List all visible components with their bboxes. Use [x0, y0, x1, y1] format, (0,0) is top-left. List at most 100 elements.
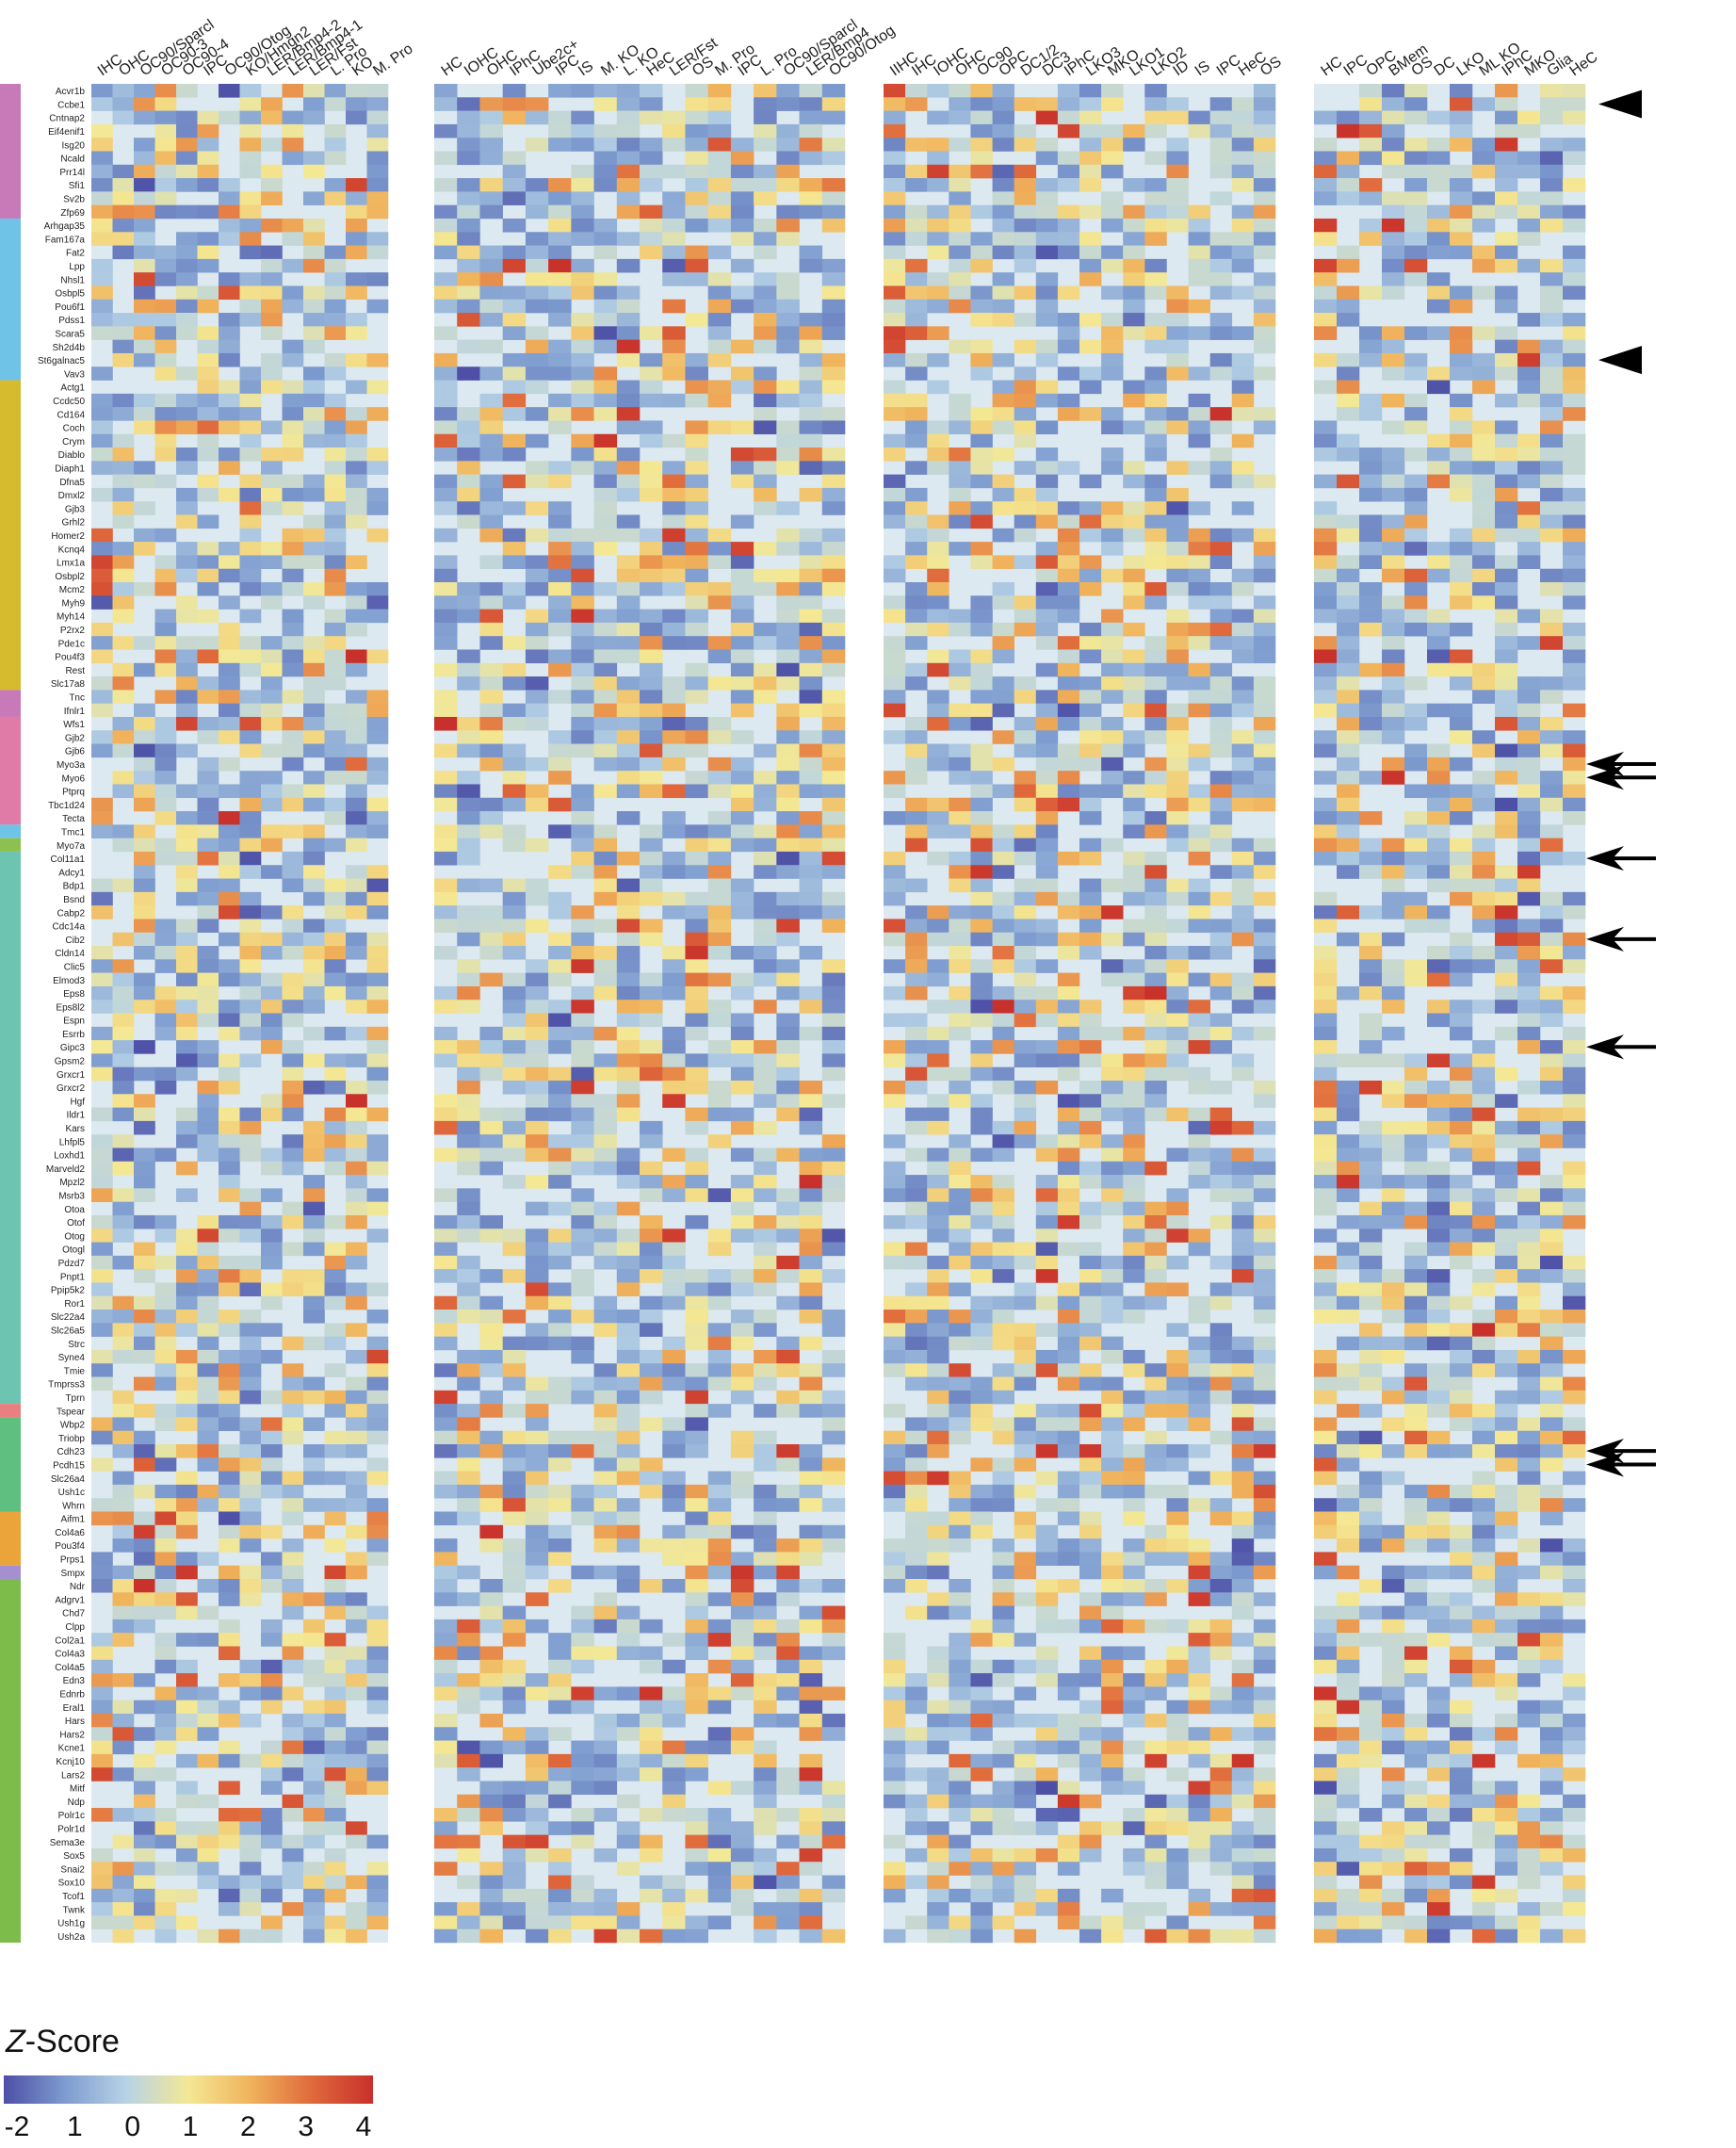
heatmap-cell: [1057, 407, 1080, 421]
heatmap-cell: [366, 1147, 389, 1163]
heatmap-cell: [502, 366, 527, 381]
heatmap-cell: [91, 690, 113, 704]
heatmap-cell: [571, 285, 594, 301]
heatmap-cell: [949, 97, 971, 111]
heatmap-cell: [640, 555, 663, 569]
heatmap-cell: [502, 1834, 527, 1849]
heatmap-cell: [970, 838, 993, 853]
heatmap-cell: [1231, 138, 1255, 152]
heatmap-cell: [261, 1659, 283, 1674]
heatmap-cell: [134, 1794, 155, 1809]
heatmap-cell: [176, 676, 198, 691]
heatmap-cell: [282, 84, 304, 98]
heatmap-cell: [776, 1026, 800, 1041]
heatmap-cell: [1057, 97, 1080, 111]
heatmap-cell: [303, 1282, 325, 1297]
heatmap-cell: [970, 151, 993, 166]
heatmap-cell: [91, 972, 113, 987]
heatmap-cell: [970, 366, 993, 381]
heatmap-cell: [261, 366, 283, 381]
heatmap-cell: [799, 649, 823, 664]
heatmap-cell: [799, 1862, 823, 1876]
heatmap-cell: [949, 1323, 971, 1337]
heatmap-cell: [548, 757, 572, 772]
heatmap-cell: [303, 595, 325, 610]
heatmap-cell: [1123, 1310, 1145, 1324]
heatmap-cell: [754, 1552, 777, 1566]
heatmap-cell: [707, 581, 732, 596]
heatmap-cell: [640, 1175, 663, 1189]
heatmap-cell: [593, 1444, 618, 1458]
heatmap-cell: [616, 151, 641, 166]
heatmap-cell: [525, 326, 549, 340]
heatmap-cell: [324, 1633, 347, 1647]
heatmap-cell: [927, 1000, 949, 1014]
heatmap-cell: [571, 164, 594, 179]
heatmap-cell: [1253, 313, 1276, 327]
heatmap-cell: [776, 636, 800, 650]
heatmap-cell: [154, 433, 177, 448]
heatmap-cell: [662, 1484, 686, 1499]
heatmap-cell: [685, 1120, 708, 1135]
heatmap-cell: [970, 1040, 993, 1054]
heatmap-cell: [799, 1188, 823, 1202]
heatmap-cell: [593, 1161, 618, 1176]
heatmap-cell: [434, 824, 458, 838]
heatmap-cell: [282, 1659, 304, 1674]
heatmap-cell: [366, 84, 389, 98]
heatmap-cell: [949, 191, 971, 205]
heatmap-cell: [366, 1404, 389, 1418]
heatmap-cell: [662, 487, 686, 502]
heatmap-cell: [366, 1134, 389, 1148]
heatmap-cell: [1057, 110, 1080, 125]
heatmap-cell: [112, 1000, 135, 1014]
heatmap-cell: [685, 1808, 708, 1822]
heatmap-cell: [303, 514, 325, 529]
heatmap-cell: [434, 1633, 458, 1647]
heatmap-cell: [91, 1457, 113, 1472]
heatmap-cell: [949, 178, 971, 192]
heatmap-cell: [197, 581, 219, 596]
heatmap-cell: [1144, 972, 1167, 987]
heatmap-cell: [134, 474, 155, 489]
heatmap-cell: [479, 1390, 503, 1405]
heatmap-cell: [1166, 1484, 1189, 1499]
heatmap-cell: [1079, 1336, 1102, 1351]
heatmap-cell: [282, 784, 304, 799]
heatmap-cell: [176, 1847, 198, 1863]
heatmap-cell: [640, 1727, 663, 1741]
heatmap-cell: [1231, 1255, 1255, 1270]
heatmap-cell: [685, 1053, 708, 1067]
heatmap-cell: [1101, 1578, 1124, 1593]
heatmap-cell: [1166, 676, 1189, 691]
heatmap-cell: [346, 461, 367, 475]
heatmap-cell: [502, 501, 527, 515]
heatmap-cell: [927, 1646, 949, 1661]
heatmap-cell: [154, 1214, 177, 1229]
heatmap-cell: [1101, 1727, 1124, 1741]
heatmap-cell: [303, 339, 325, 354]
heatmap-cell: [640, 743, 663, 758]
heatmap-cell: [134, 636, 155, 650]
heatmap-cell: [219, 1821, 240, 1835]
heatmap-cell: [261, 1875, 283, 1890]
heatmap-cell: [571, 1915, 594, 1930]
heatmap-cell: [821, 1781, 846, 1796]
heatmap-cell: [593, 676, 618, 691]
gene-label: Espn: [63, 1017, 85, 1027]
heatmap-cell: [821, 420, 846, 435]
heatmap-cell: [1253, 1026, 1276, 1041]
heatmap-cell: [457, 1808, 480, 1822]
heatmap-cell: [730, 972, 754, 987]
gene-label: Grxcr2: [57, 1083, 85, 1094]
heatmap-cell: [905, 838, 928, 853]
heatmap-cell: [346, 1659, 367, 1674]
heatmap-cell: [134, 1578, 155, 1593]
heatmap-cell: [282, 232, 304, 246]
heatmap-cell: [662, 1430, 686, 1445]
heatmap-cell: [799, 1619, 823, 1634]
heatmap-cell: [197, 771, 219, 785]
heatmap-cell: [992, 1673, 1014, 1687]
heatmap-cell: [593, 366, 618, 381]
heatmap-cell: [593, 609, 618, 624]
